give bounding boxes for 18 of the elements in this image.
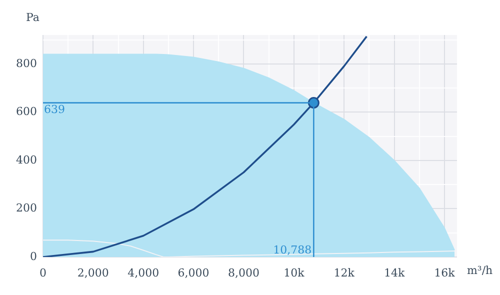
x-tick-label: 10k [284, 266, 305, 280]
y-axis-title: Pa [26, 10, 40, 24]
y-tick-label: 0 [30, 250, 37, 263]
ref-line-label: 10,788 [273, 243, 312, 256]
x-tick-label: 2,000 [77, 266, 109, 280]
x-tick-label: 8,000 [228, 266, 260, 280]
x-axis-title: m³/h [467, 264, 493, 277]
x-tick-label: 6,000 [178, 266, 210, 280]
y-tick-label: 200 [16, 202, 37, 215]
y-tick-label: 400 [16, 153, 37, 166]
x-tick-label: 4,000 [128, 266, 160, 280]
ref-line-label: 639 [44, 103, 65, 116]
x-tick-label: 16k [434, 266, 456, 280]
x-tick-label: 0 [40, 266, 46, 280]
y-tick-label: 800 [16, 56, 37, 70]
x-tick-label: 14k [384, 266, 405, 280]
x-tick-label: 12k [334, 266, 355, 280]
y-tick-label: 600 [16, 105, 37, 118]
